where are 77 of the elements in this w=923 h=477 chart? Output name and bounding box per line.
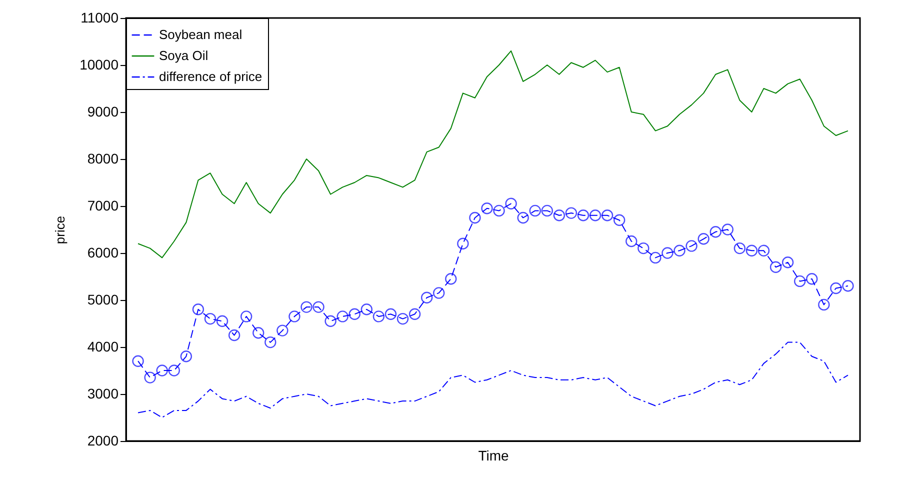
point [324, 315, 336, 327]
point [662, 247, 674, 259]
point [553, 210, 566, 222]
point [288, 310, 300, 322]
point [396, 312, 409, 325]
point [638, 242, 650, 254]
point [132, 355, 144, 367]
y-tick-label: 8000 [87, 150, 119, 166]
point [228, 329, 240, 342]
point [758, 244, 770, 256]
point [794, 275, 806, 288]
x-axis-title: Time [478, 448, 510, 464]
point [445, 273, 457, 285]
point [818, 298, 830, 311]
point [348, 308, 360, 320]
point [360, 304, 372, 316]
point [614, 214, 626, 226]
point [372, 310, 385, 322]
point [577, 210, 590, 222]
point [734, 242, 746, 254]
point [180, 350, 192, 362]
point [686, 240, 698, 252]
point [842, 280, 854, 292]
point [601, 210, 614, 222]
point [481, 202, 493, 214]
point [710, 226, 722, 238]
point [517, 212, 529, 224]
y-tick-label: 6000 [87, 244, 119, 260]
point [276, 324, 288, 336]
y-tick-label: 5000 [87, 292, 119, 308]
point [565, 207, 578, 219]
point [589, 210, 602, 222]
point [312, 301, 324, 313]
point [240, 310, 252, 322]
point [144, 372, 156, 384]
point [156, 364, 168, 376]
point [674, 244, 686, 256]
point [806, 273, 818, 285]
point [204, 312, 216, 325]
y-axis-title: price [52, 216, 68, 244]
point [650, 252, 662, 264]
point [746, 244, 758, 256]
point [722, 224, 734, 236]
legend-label: Soya Oil [159, 48, 208, 63]
y-tick-label: 4000 [87, 338, 119, 354]
legend-label: difference of price [159, 69, 262, 84]
point [336, 310, 348, 322]
point [216, 315, 228, 327]
y-tick-label: 3000 [87, 386, 119, 402]
point [626, 235, 638, 248]
point [433, 287, 445, 299]
y-tick-label: 9000 [87, 104, 119, 120]
point [192, 304, 204, 316]
y-tick-label: 7000 [87, 198, 119, 214]
point [252, 327, 264, 339]
point [168, 364, 180, 376]
point [770, 261, 782, 273]
point [830, 282, 842, 294]
point [541, 204, 553, 217]
point [384, 308, 397, 320]
point [408, 308, 421, 320]
y-tick-label: 10000 [80, 56, 119, 72]
point [469, 212, 481, 224]
y-tick-label: 2000 [87, 432, 119, 448]
line-series [138, 342, 848, 418]
point [529, 204, 541, 217]
point [300, 301, 312, 313]
point [698, 233, 710, 245]
point [493, 204, 505, 217]
line-series [138, 50, 848, 258]
point [264, 336, 276, 348]
point [457, 238, 469, 250]
point [505, 198, 517, 210]
point [782, 256, 794, 268]
legend-label: Soybean meal [159, 27, 242, 42]
point [420, 292, 433, 304]
y-tick-label: 11000 [80, 10, 119, 26]
